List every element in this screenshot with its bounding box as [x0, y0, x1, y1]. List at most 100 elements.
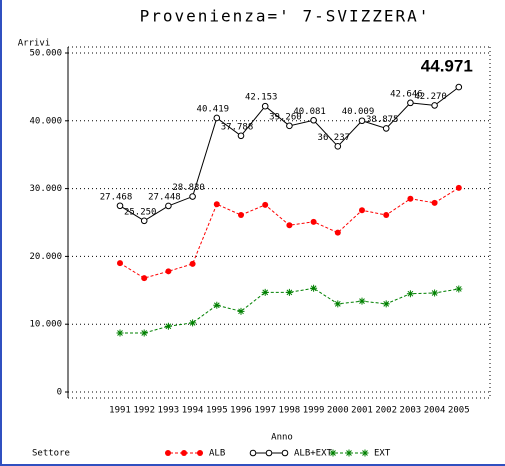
y-axis-label: Arrivi — [18, 39, 51, 49]
value-label: 42.153 — [245, 93, 278, 103]
legend-label: ALB — [209, 449, 225, 459]
value-label: 27.448 — [148, 192, 181, 202]
x-tick-label: 1995 — [206, 406, 228, 416]
x-tick-label: 1998 — [279, 406, 301, 416]
point — [382, 125, 390, 132]
x-tick-label: 1999 — [303, 406, 325, 416]
point — [261, 102, 269, 110]
point — [334, 300, 342, 308]
point — [213, 201, 220, 208]
value-label: 40.081 — [293, 107, 326, 117]
value-label: 36.237 — [318, 133, 351, 143]
point — [431, 199, 438, 206]
point — [286, 122, 293, 130]
point — [310, 284, 318, 292]
x-tick-label: 1996 — [230, 406, 252, 416]
value-label: 40.419 — [197, 104, 230, 114]
x-tick-label: 2001 — [351, 406, 373, 416]
point — [213, 301, 221, 309]
x-tick-label: 2004 — [424, 406, 446, 416]
y-tick-label: 0 — [57, 388, 62, 398]
point — [358, 297, 366, 305]
point — [455, 285, 463, 293]
point — [165, 202, 172, 210]
legend-title: Settore — [32, 449, 70, 459]
point — [382, 300, 390, 308]
point — [237, 307, 245, 315]
x-tick-label: 2005 — [448, 406, 470, 416]
point — [407, 195, 414, 202]
point — [116, 329, 124, 337]
y-tick-label: 30.000 — [29, 184, 62, 194]
value-label: 38.875 — [366, 115, 399, 125]
point — [238, 212, 244, 219]
x-tick-label: 1993 — [158, 406, 180, 416]
value-label: 37.788 — [221, 122, 254, 132]
point — [345, 449, 353, 457]
y-tick-label: 10.000 — [29, 320, 62, 330]
point — [141, 275, 148, 282]
point — [361, 449, 369, 457]
point — [265, 449, 273, 457]
value-label: 25.250 — [124, 207, 157, 217]
value-label: 42.646 — [390, 89, 423, 99]
legend-label: ALB+EXT — [294, 449, 333, 459]
point — [116, 202, 124, 210]
x-tick-label: 1994 — [182, 406, 204, 416]
point — [262, 201, 269, 208]
point — [189, 260, 196, 267]
point — [164, 322, 172, 330]
point — [334, 229, 341, 236]
point — [310, 218, 317, 225]
point — [358, 117, 366, 125]
x-tick-label: 2002 — [375, 406, 397, 416]
x-tick-label: 1991 — [109, 406, 131, 416]
point — [383, 212, 390, 219]
point — [359, 207, 365, 214]
point — [213, 114, 221, 122]
x-axis-label: Anno — [271, 433, 293, 443]
point — [455, 83, 463, 91]
point — [455, 184, 462, 191]
point — [189, 193, 196, 200]
point — [261, 288, 269, 296]
chart-title: Provenienza=' 7-SVIZZERA' — [140, 7, 431, 26]
legend-label: EXT — [374, 449, 391, 459]
point — [431, 102, 438, 109]
value-label: 42.270 — [414, 92, 447, 102]
point — [165, 268, 172, 275]
series-line — [120, 287, 459, 334]
point — [310, 116, 317, 124]
value-label: 27.468 — [100, 192, 133, 202]
value-label: 28.830 — [172, 183, 205, 193]
point — [249, 449, 257, 457]
point — [431, 289, 439, 297]
point — [140, 217, 148, 225]
point — [281, 449, 289, 457]
point — [286, 222, 293, 229]
point — [406, 290, 414, 298]
point — [181, 450, 187, 456]
point — [140, 329, 148, 337]
value-label: 39.260 — [269, 112, 302, 122]
x-tick-label: 2000 — [327, 406, 349, 416]
y-tick-label: 50.000 — [29, 49, 62, 59]
point — [189, 319, 197, 327]
point — [165, 450, 171, 456]
point — [117, 260, 123, 267]
y-tick-label: 20.000 — [29, 252, 62, 262]
point — [285, 288, 293, 296]
point — [197, 450, 203, 456]
y-tick-label: 40.000 — [29, 116, 62, 126]
x-tick-label: 1997 — [254, 406, 276, 416]
value-label: 40.009 — [342, 107, 375, 117]
point — [329, 449, 337, 457]
point — [334, 143, 342, 150]
x-tick-label: 1992 — [133, 406, 155, 416]
value-label: 44.971 — [421, 57, 473, 76]
x-tick-label: 2003 — [400, 406, 422, 416]
point — [407, 99, 414, 107]
point — [237, 132, 245, 140]
